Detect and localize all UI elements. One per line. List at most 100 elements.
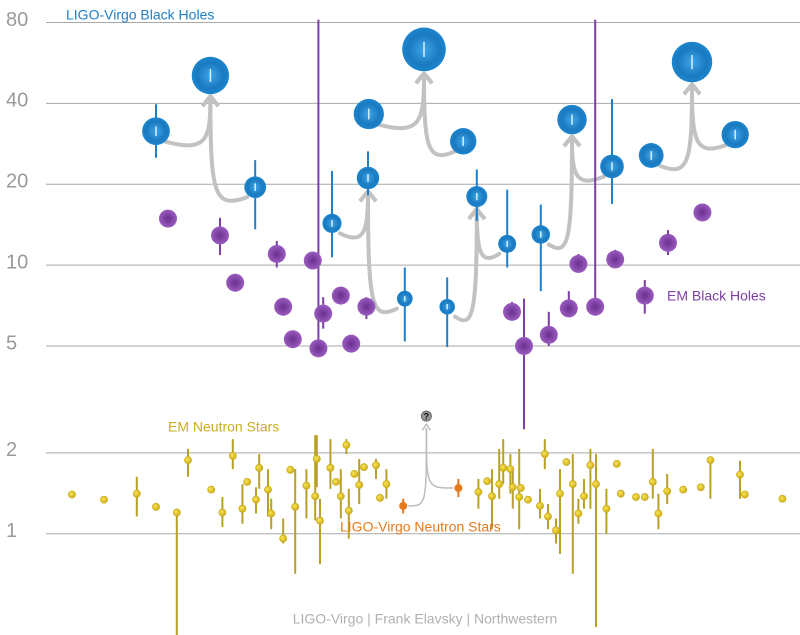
point	[332, 477, 340, 486]
arrow-head	[682, 82, 702, 96]
point	[355, 481, 364, 489]
series-label: EM Neutron Stars	[168, 419, 279, 435]
point	[326, 463, 335, 472]
point	[606, 250, 625, 269]
point	[640, 493, 649, 501]
merger-arrow	[408, 428, 428, 507]
arrow-head	[421, 422, 432, 431]
arrow-head	[562, 134, 582, 148]
point	[314, 304, 333, 323]
remnant-label: ?	[424, 412, 430, 422]
point	[264, 485, 272, 494]
point	[228, 451, 237, 460]
point	[586, 297, 605, 316]
grid: 1 2 5 10 20 40 80	[6, 9, 800, 542]
point	[515, 336, 533, 355]
point	[342, 334, 361, 353]
point	[100, 495, 108, 504]
point	[291, 502, 300, 511]
point	[312, 454, 321, 463]
point	[552, 526, 560, 535]
point	[635, 286, 654, 305]
point	[659, 233, 677, 252]
point	[309, 339, 328, 358]
point	[279, 534, 288, 543]
point	[252, 495, 260, 504]
merger-arrow	[690, 86, 730, 151]
merger-arrow	[208, 98, 250, 203]
point	[267, 244, 286, 263]
y-tick-label: 40	[6, 90, 28, 112]
point	[474, 488, 483, 496]
point	[207, 485, 216, 494]
arrow-head	[200, 94, 220, 108]
point	[562, 458, 571, 466]
point	[663, 487, 672, 496]
point	[184, 456, 192, 465]
point	[654, 509, 663, 518]
point	[238, 504, 247, 513]
marks: ?	[68, 19, 787, 635]
point	[376, 494, 384, 502]
point	[226, 273, 245, 292]
point	[586, 461, 595, 470]
point	[648, 477, 657, 486]
point	[569, 254, 588, 273]
point	[612, 460, 621, 468]
point	[382, 480, 391, 489]
point	[508, 483, 517, 492]
point	[488, 492, 496, 501]
point	[360, 463, 368, 472]
point	[515, 493, 524, 501]
point	[536, 501, 544, 510]
merger-arrow	[338, 193, 370, 240]
point	[706, 456, 715, 465]
point	[506, 465, 515, 474]
point	[344, 506, 353, 515]
series-label: LIGO-Virgo Black Holes	[66, 7, 214, 23]
point	[331, 286, 350, 305]
point	[274, 297, 293, 316]
point	[778, 494, 787, 503]
point	[516, 484, 525, 492]
point	[267, 509, 276, 518]
point	[568, 480, 577, 489]
credit: LIGO-Virgo | Frank Elavsky | Northwester…	[293, 611, 558, 627]
y-tick-label: 1	[6, 520, 17, 542]
point	[483, 477, 492, 486]
point	[544, 512, 552, 521]
point	[539, 325, 558, 344]
merger-arrow	[546, 138, 574, 251]
merger-arrow	[570, 138, 606, 183]
point	[218, 508, 227, 517]
point	[503, 302, 521, 321]
point	[499, 463, 508, 472]
point	[740, 490, 749, 499]
remnant	[420, 410, 432, 422]
point	[524, 495, 532, 504]
point	[316, 516, 324, 525]
merger-arrow	[425, 428, 454, 489]
point	[152, 502, 160, 511]
point	[679, 485, 688, 494]
merger-arrow	[657, 86, 694, 172]
series-label: LIGO-Virgo Neutron Stars	[340, 519, 501, 535]
point	[350, 470, 359, 478]
point	[559, 299, 578, 318]
point	[159, 209, 177, 228]
point	[255, 463, 264, 472]
point	[68, 490, 76, 499]
point	[736, 470, 744, 479]
arrow-head	[414, 71, 434, 85]
series-label: EM Black Holes	[667, 288, 766, 304]
y-tick-label: 5	[6, 332, 17, 354]
merger-arrow	[474, 211, 502, 260]
point	[132, 489, 141, 498]
point	[302, 481, 311, 490]
y-tick-label: 10	[6, 251, 28, 273]
point	[454, 484, 463, 493]
y-tick-label: 80	[6, 9, 28, 31]
point	[311, 492, 320, 501]
point	[399, 501, 408, 510]
